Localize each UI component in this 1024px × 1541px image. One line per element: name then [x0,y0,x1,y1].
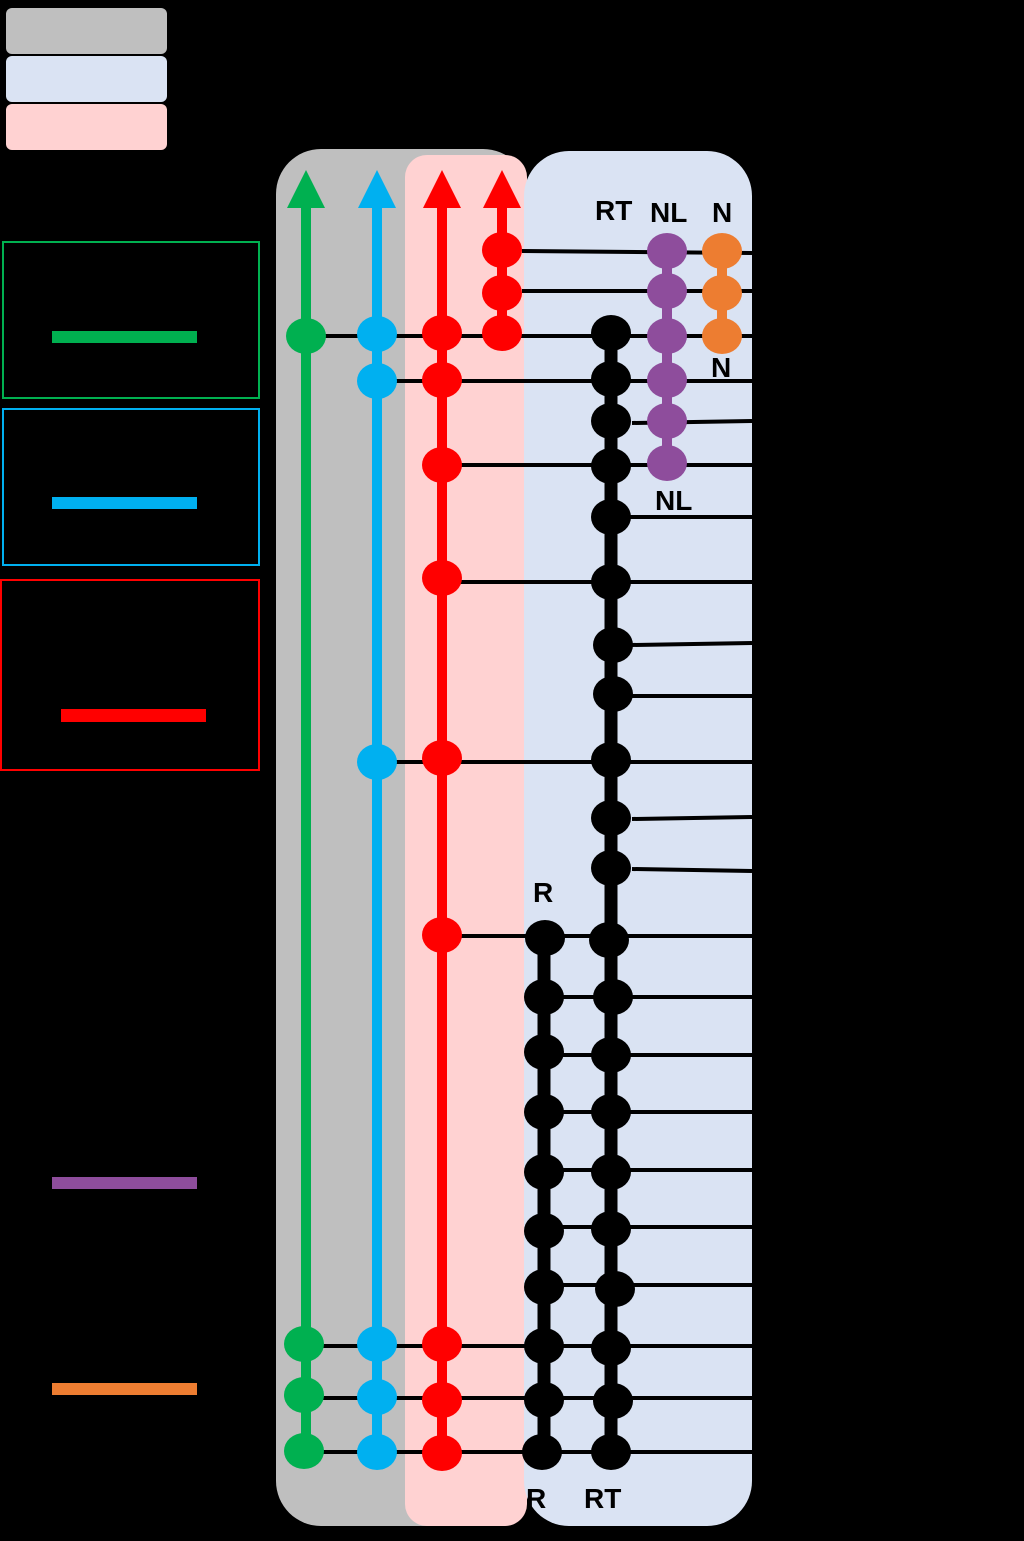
legend-swatch-gray [6,8,167,54]
r-node [522,1434,562,1470]
red-node [422,1326,462,1362]
rt-node [591,1330,631,1366]
nl-node [647,445,687,481]
green-node [284,1326,324,1362]
green-arrow-head [287,170,325,208]
blue-node [357,363,397,399]
legend-box-green [2,241,260,399]
rt-node [591,1211,631,1247]
green-node [286,318,326,354]
connector-line [631,815,753,821]
red-node [482,315,522,351]
red-node [482,232,522,268]
legend-swatch-blue [6,56,167,102]
blue-node [357,1326,397,1362]
legend-line-purple [52,1177,197,1189]
panel-blue [524,151,752,1526]
r-node [524,1382,564,1418]
r-node [524,1094,564,1130]
rt-node [593,676,633,712]
label-nl-mid: NL [655,485,692,516]
rt-node [591,850,631,886]
rt-node [595,1271,635,1307]
blue-node [357,316,397,352]
rt-node [591,1434,631,1470]
rt-node [593,979,633,1015]
nl-node [647,403,687,439]
label-n-top: N [712,197,732,228]
red-node [482,275,522,311]
rt-node [591,800,631,836]
nl-node [647,318,687,354]
green-node [284,1433,324,1469]
blue-node [357,1434,397,1470]
label-r-bottom: R [526,1483,546,1514]
nl-node [647,273,687,309]
red-node [422,1435,462,1471]
connector-line [631,641,753,647]
r-node [524,1213,564,1249]
red-node [422,740,462,776]
rt-node [591,403,631,439]
r-node [524,1154,564,1190]
green-node [284,1377,324,1413]
legend-swatch-pink [6,104,167,150]
n-node [702,275,742,311]
rt-node [591,448,631,484]
legend-box-red [0,579,260,771]
legend-line-orange [52,1383,197,1395]
label-r-mid: R [533,877,553,908]
label-n-mid: N [711,352,731,383]
nl-node [647,233,687,269]
label-rt-top: RT [595,195,632,226]
lineage-nodes [284,232,742,1471]
nl-node [647,362,687,398]
red-arrow-head-main [423,170,461,208]
r-node [524,1269,564,1305]
red-node [422,447,462,483]
r-node [525,920,565,956]
rt-node [593,1383,633,1419]
r-node [524,1328,564,1364]
rt-node [591,564,631,600]
label-nl-top: NL [650,197,687,228]
rt-node [591,1154,631,1190]
red-node [422,362,462,398]
legend-box-blue [2,408,260,566]
blue-node [357,744,397,780]
rt-node [591,361,631,397]
red-node [422,315,462,351]
rt-node [591,1094,631,1130]
rt-node [591,499,631,535]
n-node [702,233,742,269]
r-node [524,1034,564,1070]
n-node [702,318,742,354]
legend-line-red [61,709,206,722]
rt-node [591,315,631,351]
red-node [422,917,462,953]
legend-line-blue [52,497,197,509]
r-node [524,979,564,1015]
blue-arrow-head [358,170,396,208]
label-rt-bottom: RT [584,1483,621,1514]
rt-node [591,1037,631,1073]
blue-node [357,1379,397,1415]
connector-line [631,867,753,873]
rt-node [589,922,629,958]
red-node [422,560,462,596]
red-node [422,1382,462,1418]
legend-line-green [52,331,197,343]
rt-node [591,742,631,778]
red-arrow-head-short [483,170,521,208]
rt-node [593,627,633,663]
panel-pink [405,155,527,1526]
